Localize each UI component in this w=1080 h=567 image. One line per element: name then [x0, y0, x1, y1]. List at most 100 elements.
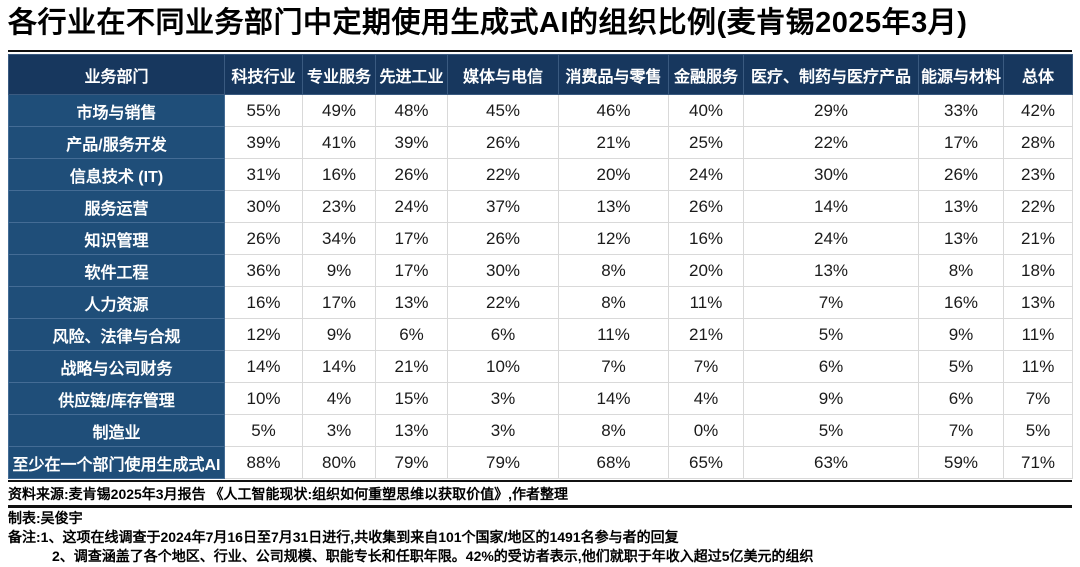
- data-cell: 40%: [668, 94, 744, 128]
- genai-usage-table: 业务部门 科技行业 专业服务 先进工业 媒体与电信 消费品与零售 金融服务 医疗、制药与医疗产…: [8, 54, 1073, 480]
- data-cell: 5%: [743, 318, 919, 352]
- data-cell: 14%: [224, 350, 303, 384]
- table-row: 知识管理 26% 34% 17% 26% 12% 16% 24% 13% 21%: [8, 222, 1073, 256]
- bottom-rule: [8, 480, 1072, 483]
- column-header: 媒体与电信: [447, 54, 559, 96]
- data-cell: 68%: [558, 446, 669, 480]
- data-cell: 49%: [302, 94, 376, 128]
- author-line: 制表:吴俊宇: [8, 510, 83, 527]
- data-cell: 13%: [558, 190, 669, 224]
- data-cell: 9%: [918, 318, 1004, 352]
- data-cell: 14%: [743, 190, 919, 224]
- data-cell: 21%: [558, 126, 669, 160]
- data-cell: 17%: [302, 286, 376, 320]
- row-label: 风险、法律与合规: [8, 318, 225, 352]
- data-cell: 71%: [1003, 446, 1073, 480]
- data-cell: 21%: [668, 318, 744, 352]
- data-cell: 11%: [1003, 318, 1073, 352]
- data-cell: 10%: [224, 382, 303, 416]
- data-cell: 14%: [558, 382, 669, 416]
- column-header: 总体: [1003, 54, 1073, 96]
- data-cell: 79%: [375, 446, 448, 480]
- table-row: 服务运营 30% 23% 24% 37% 13% 26% 14% 13% 22%: [8, 190, 1073, 224]
- data-cell: 16%: [224, 286, 303, 320]
- data-cell: 26%: [224, 222, 303, 256]
- data-cell: 18%: [1003, 254, 1073, 288]
- data-cell: 11%: [1003, 350, 1073, 384]
- data-cell: 7%: [1003, 382, 1073, 416]
- column-header: 科技行业: [224, 54, 303, 96]
- row-label: 市场与销售: [8, 94, 225, 128]
- data-cell: 21%: [375, 350, 448, 384]
- footer: 资料来源:麦肯锡2025年3月报告 《人工智能现状:组织如何重塑思维以获取价值》…: [8, 485, 1072, 566]
- data-cell: 37%: [447, 190, 559, 224]
- data-cell: 30%: [447, 254, 559, 288]
- data-cell: 9%: [302, 318, 376, 352]
- data-cell: 13%: [1003, 286, 1073, 320]
- data-cell: 13%: [743, 254, 919, 288]
- data-cell: 63%: [743, 446, 919, 480]
- data-cell: 0%: [668, 414, 744, 448]
- data-cell: 24%: [743, 222, 919, 256]
- data-cell: 34%: [302, 222, 376, 256]
- data-cell: 28%: [1003, 126, 1073, 160]
- data-cell: 79%: [447, 446, 559, 480]
- data-cell: 36%: [224, 254, 303, 288]
- data-cell: 6%: [375, 318, 448, 352]
- column-header: 消费品与零售: [558, 54, 669, 96]
- data-cell: 6%: [918, 382, 1004, 416]
- table-row: 产品/服务开发 39% 41% 39% 26% 21% 25% 22% 17% 28%: [8, 126, 1073, 160]
- column-header: 专业服务: [302, 54, 376, 96]
- data-cell: 5%: [224, 414, 303, 448]
- data-cell: 12%: [224, 318, 303, 352]
- table-row: 市场与销售 55% 49% 48% 45% 46% 40% 29% 33% 42%: [8, 94, 1073, 128]
- data-cell: 22%: [743, 126, 919, 160]
- column-header: 医疗、制药与医疗产品: [743, 54, 919, 96]
- data-cell: 31%: [224, 158, 303, 192]
- data-cell: 42%: [1003, 94, 1073, 128]
- table-row: 至少在一个部门使用生成式AI 88% 80% 79% 79% 68% 65% 63% 59% 71…: [8, 446, 1073, 480]
- row-label: 人力资源: [8, 286, 225, 320]
- data-cell: 30%: [743, 158, 919, 192]
- row-label: 至少在一个部门使用生成式AI: [8, 446, 225, 480]
- note-line-2: 2、调查涵盖了各个地区、行业、公司规模、职能专长和任职年限。42%的受访者表示,…: [52, 548, 814, 565]
- data-cell: 23%: [302, 190, 376, 224]
- data-cell: 3%: [447, 382, 559, 416]
- data-cell: 26%: [375, 158, 448, 192]
- data-cell: 7%: [558, 350, 669, 384]
- data-cell: 65%: [668, 446, 744, 480]
- data-cell: 5%: [743, 414, 919, 448]
- data-cell: 6%: [743, 350, 919, 384]
- table-header-row: 业务部门 科技行业 专业服务 先进工业 媒体与电信 消费品与零售 金融服务 医疗、制药与医疗产…: [8, 54, 1073, 96]
- data-cell: 5%: [918, 350, 1004, 384]
- data-cell: 5%: [1003, 414, 1073, 448]
- data-cell: 8%: [558, 254, 669, 288]
- table-row: 人力资源 16% 17% 13% 22% 8% 11% 7% 16% 13%: [8, 286, 1073, 320]
- row-label: 战略与公司财务: [8, 350, 225, 384]
- data-cell: 17%: [375, 222, 448, 256]
- data-cell: 7%: [668, 350, 744, 384]
- row-label: 信息技术 (IT): [8, 158, 225, 192]
- data-cell: 17%: [918, 126, 1004, 160]
- data-cell: 30%: [224, 190, 303, 224]
- data-cell: 23%: [1003, 158, 1073, 192]
- data-cell: 9%: [743, 382, 919, 416]
- data-cell: 13%: [918, 190, 1004, 224]
- data-cell: 13%: [375, 414, 448, 448]
- row-label: 供应链/库存管理: [8, 382, 225, 416]
- note-line-1: 备注:1、这项在线调查于2024年7月16日至7月31日进行,共收集到来自101…: [8, 529, 679, 546]
- row-label: 制造业: [8, 414, 225, 448]
- data-cell: 88%: [224, 446, 303, 480]
- column-header: 能源与材料: [918, 54, 1004, 96]
- data-cell: 21%: [1003, 222, 1073, 256]
- data-cell: 17%: [375, 254, 448, 288]
- double-rule: [8, 505, 1072, 509]
- data-cell: 13%: [375, 286, 448, 320]
- table-row: 信息技术 (IT) 31% 16% 26% 22% 20% 24% 30% 26% 23%: [8, 158, 1073, 192]
- data-cell: 20%: [558, 158, 669, 192]
- data-cell: 41%: [302, 126, 376, 160]
- data-cell: 11%: [668, 286, 744, 320]
- data-cell: 26%: [447, 126, 559, 160]
- data-cell: 8%: [558, 286, 669, 320]
- data-cell: 3%: [302, 414, 376, 448]
